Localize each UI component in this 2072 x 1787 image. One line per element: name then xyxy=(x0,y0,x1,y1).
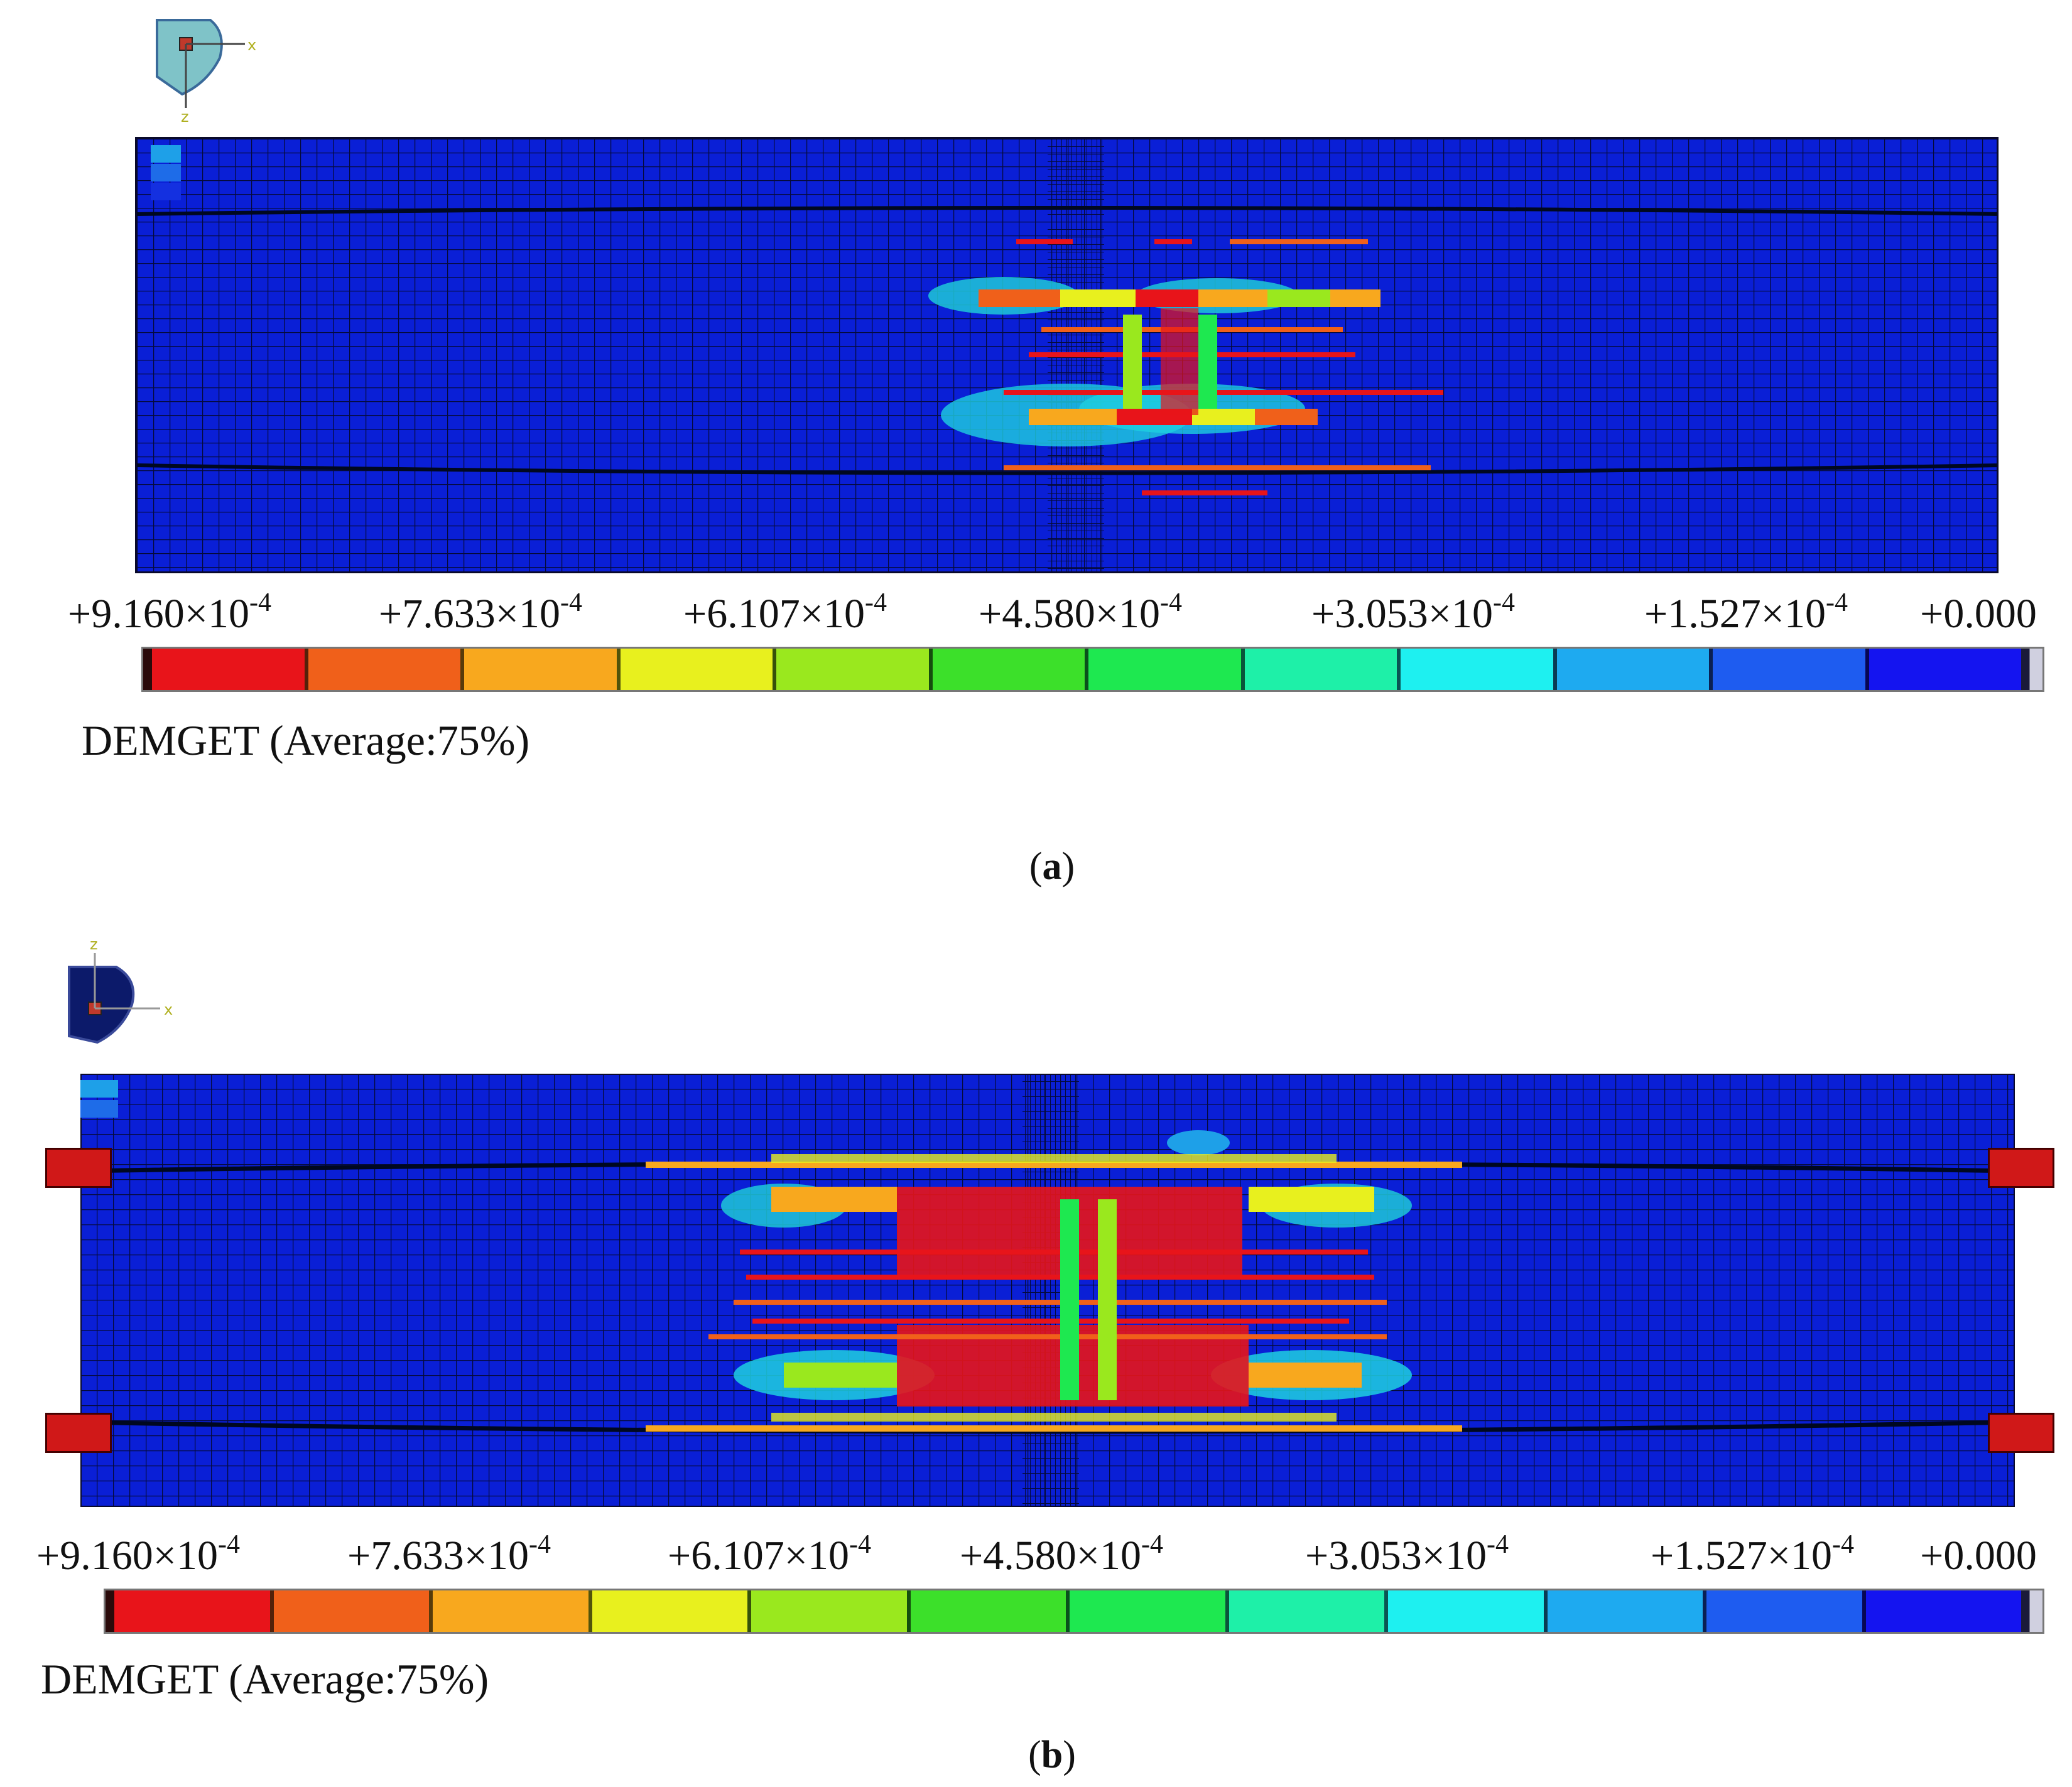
subfigure-caption-a: (a) xyxy=(1029,845,1075,888)
legend-tick-label: +6.107×10-4 xyxy=(683,588,887,637)
legend-tick-label: +0.000 xyxy=(1920,1533,2037,1579)
legend-tick-labels-b: +9.160×10-4 +7.633×10-4 +6.107×10-4 +4.5… xyxy=(0,1530,2072,1592)
damage-zone-a xyxy=(928,239,1443,495)
fem-contour-plot-a xyxy=(135,137,1999,573)
color-scale-segment xyxy=(1066,1590,1225,1632)
color-scale-end-cap xyxy=(2021,649,2042,690)
legend-tick-label: +4.580×10-4 xyxy=(979,588,1182,637)
color-scale-segment xyxy=(106,1590,270,1632)
legend-tick-label: +9.160×10-4 xyxy=(36,1530,240,1579)
fem-contour-plot-b xyxy=(80,1074,2015,1507)
legend-tick-label: +1.527×10-4 xyxy=(1651,1530,1854,1579)
color-scale-segment xyxy=(269,1590,429,1632)
color-scale-end-cap xyxy=(2021,1590,2042,1632)
color-scale-segment xyxy=(143,649,305,690)
color-scale-segment xyxy=(928,649,1085,690)
legend-tick-label: +4.580×10-4 xyxy=(960,1530,1163,1579)
support-block-top-left xyxy=(45,1148,112,1188)
support-block-bottom-left xyxy=(45,1413,112,1453)
legend-tick-labels-a: +9.160×10-4 +7.633×10-4 +6.107×10-4 +4.5… xyxy=(0,588,2072,650)
triad-x-label: x xyxy=(164,1001,173,1018)
color-scale-segment xyxy=(1384,1590,1544,1632)
triad-x-label: x xyxy=(247,36,256,54)
color-scale-segment xyxy=(1703,1590,1862,1632)
color-scale-segment xyxy=(1862,1590,2021,1632)
color-scale-segment xyxy=(1240,649,1397,690)
color-scale-segment xyxy=(1865,649,2021,690)
legend-tick-label: +3.053×10-4 xyxy=(1305,1530,1509,1579)
color-scale-segment xyxy=(1709,649,1865,690)
axis-triad-icon: x z xyxy=(151,14,270,124)
color-scale-segment xyxy=(747,1590,907,1632)
support-block-bottom-right xyxy=(1988,1413,2054,1453)
legend-tick-label: +6.107×10-4 xyxy=(668,1530,871,1579)
legend-tick-label: +9.160×10-4 xyxy=(68,588,271,637)
damage-zone-b xyxy=(646,1130,1462,1432)
color-scale-segment xyxy=(588,1590,747,1632)
color-scale-segment xyxy=(460,649,617,690)
color-scale-segment xyxy=(616,649,773,690)
color-scale-segment xyxy=(1543,1590,1703,1632)
legend-tick-label: +0.000 xyxy=(1920,591,2037,637)
color-scale-segment xyxy=(773,649,929,690)
subfigure-caption-b: (b) xyxy=(1028,1734,1076,1776)
color-scale-segment xyxy=(1085,649,1241,690)
color-scale-segment xyxy=(906,1590,1066,1632)
color-scale-bar-b xyxy=(104,1589,2044,1634)
color-scale-segment xyxy=(1553,649,1709,690)
figure-panel-b: x z xyxy=(0,917,2072,1787)
legend-tick-label: +3.053×10-4 xyxy=(1311,588,1515,637)
color-scale-segment xyxy=(429,1590,589,1632)
triad-z-label: z xyxy=(181,108,189,124)
color-scale-bar-a xyxy=(141,647,2044,692)
color-scale-segment xyxy=(1397,649,1553,690)
axis-triad-icon: x z xyxy=(60,936,198,1049)
triad-z-label: z xyxy=(90,936,98,953)
legend-tick-label: +7.633×10-4 xyxy=(379,588,582,637)
color-scale-segment xyxy=(304,649,460,690)
color-scale-segment xyxy=(1225,1590,1384,1632)
support-block-top-right xyxy=(1988,1148,2054,1188)
variable-label-b: DEMGET (Average:75%) xyxy=(41,1655,489,1703)
legend-tick-label: +7.633×10-4 xyxy=(347,1530,551,1579)
figure-panel-a: x z xyxy=(0,0,2072,892)
variable-label-a: DEMGET (Average:75%) xyxy=(82,716,530,764)
legend-tick-label: +1.527×10-4 xyxy=(1644,588,1848,637)
